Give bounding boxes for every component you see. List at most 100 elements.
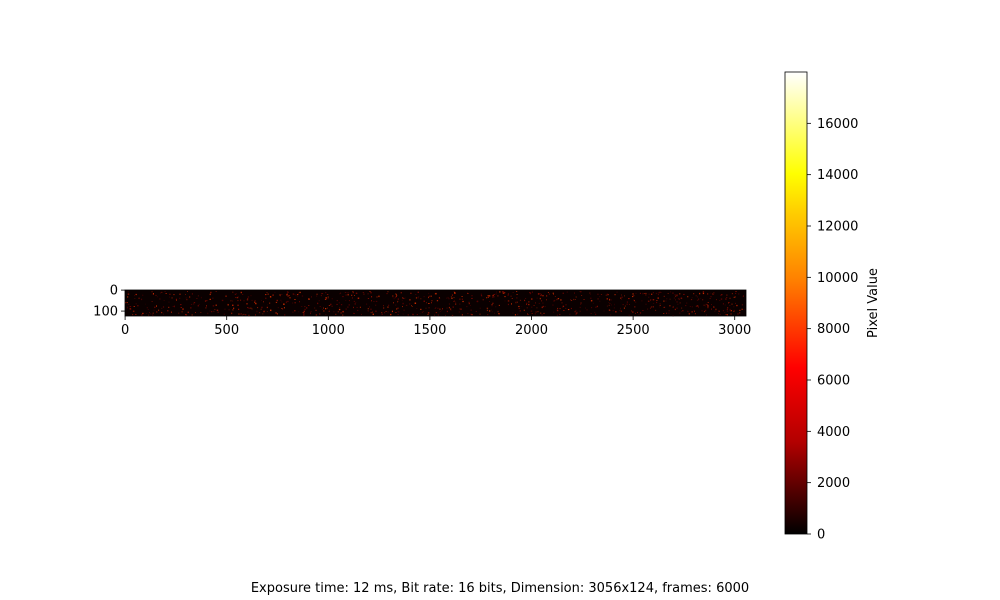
- heatmap-speckle: [371, 296, 373, 298]
- heatmap-speckle: [403, 309, 405, 311]
- heatmap-speckle: [133, 306, 135, 307]
- heatmap-speckle: [639, 312, 642, 314]
- heatmap-speckle: [338, 302, 340, 304]
- heatmap-speckle: [287, 295, 289, 297]
- heatmap-speckle: [416, 308, 418, 309]
- heatmap-speckle: [586, 309, 588, 311]
- heatmap-speckle: [325, 314, 327, 315]
- heatmap-speckle: [357, 309, 359, 311]
- heatmap-speckle: [491, 311, 493, 313]
- heatmap-speckle: [135, 303, 137, 305]
- heatmap-speckle: [526, 303, 527, 305]
- heatmap-speckle: [211, 311, 213, 313]
- heatmap-speckle: [691, 299, 693, 301]
- heatmap-speckle: [327, 307, 328, 309]
- heatmap-speckle: [530, 310, 533, 312]
- heatmap-speckle: [498, 304, 500, 306]
- heatmap-speckle: [612, 310, 614, 312]
- heatmap-speckle: [502, 291, 503, 293]
- heatmap-speckle: [526, 307, 528, 309]
- heatmap-speckle: [323, 310, 325, 312]
- heatmap-speckle: [687, 311, 690, 313]
- heatmap-speckle: [615, 311, 617, 312]
- heatmap-speckle: [648, 296, 650, 298]
- heatmap-speckle: [267, 304, 268, 306]
- heatmap-speckle: [701, 310, 703, 312]
- heatmap-speckle: [590, 294, 591, 295]
- heatmap-speckle: [597, 298, 599, 300]
- heatmap-speckle: [487, 295, 489, 297]
- heatmap-speckle: [531, 313, 533, 314]
- heatmap-speckle: [362, 292, 365, 293]
- heatmap-speckle: [163, 300, 165, 301]
- heatmap-speckle: [707, 304, 709, 306]
- heatmap-speckle: [270, 296, 272, 298]
- heatmap-speckle: [510, 295, 512, 297]
- heatmap-speckle: [453, 291, 455, 293]
- heatmap-speckle: [573, 298, 575, 301]
- heatmap-speckle: [579, 291, 581, 292]
- heatmap-speckle: [610, 314, 612, 316]
- heatmap-speckle: [554, 296, 556, 297]
- heatmap-speckle: [655, 309, 657, 311]
- heatmap-speckle: [658, 292, 660, 294]
- heatmap-speckle: [663, 313, 665, 314]
- heatmap-speckle: [686, 302, 688, 304]
- heatmap-speckle: [590, 297, 592, 299]
- heatmap-speckle: [396, 308, 398, 310]
- heatmap-speckle: [461, 298, 463, 300]
- heatmap-speckle: [441, 309, 443, 311]
- heatmap-speckle: [308, 305, 310, 306]
- heatmap-speckle: [489, 301, 490, 302]
- heatmap-speckle: [676, 307, 678, 309]
- heatmap-speckle: [595, 313, 597, 315]
- heatmap-speckle: [206, 300, 208, 302]
- heatmap-speckle: [397, 300, 399, 302]
- heatmap-speckle: [635, 312, 636, 314]
- heatmap-speckle: [546, 299, 547, 301]
- heatmap-speckle: [542, 302, 544, 304]
- heatmap-speckle: [354, 303, 356, 305]
- heatmap-speckle: [632, 295, 634, 298]
- heatmap-speckle: [713, 293, 715, 295]
- heatmap-speckle: [599, 300, 601, 302]
- heatmap-speckle: [276, 313, 278, 315]
- heatmap-speckle: [502, 292, 504, 294]
- heatmap-speckle: [190, 307, 192, 309]
- heatmap-speckle: [738, 293, 740, 295]
- heatmap-speckle: [428, 292, 430, 294]
- heatmap-speckle: [570, 307, 572, 310]
- heatmap-speckle: [491, 309, 492, 311]
- heatmap-speckle: [461, 314, 463, 316]
- heatmap-speckle: [724, 312, 726, 313]
- heatmap-speckle: [279, 294, 281, 296]
- heatmap-speckle: [397, 314, 399, 315]
- heatmap-speckle: [161, 312, 163, 314]
- heatmap-speckle: [486, 297, 488, 299]
- heatmap-speckle: [727, 307, 729, 309]
- heatmap-speckle: [151, 293, 153, 295]
- heatmap-speckle: [670, 291, 672, 293]
- heatmap-speckle: [516, 313, 519, 316]
- heatmap-speckle: [581, 295, 583, 296]
- heatmap-speckle: [547, 292, 549, 293]
- heatmap-speckle: [623, 307, 625, 309]
- heatmap-speckle: [209, 310, 211, 312]
- heatmap-speckle: [468, 301, 470, 303]
- heatmap-speckle: [651, 299, 653, 301]
- heatmap-speckle: [458, 311, 460, 313]
- heatmap-speckle: [129, 306, 132, 307]
- heatmap-speckle: [470, 305, 471, 306]
- heatmap-speckle: [552, 304, 554, 306]
- x-tick-label: 1500: [413, 323, 446, 338]
- heatmap-speckle: [417, 296, 420, 297]
- heatmap-speckle: [741, 304, 744, 306]
- heatmap-speckle: [151, 301, 153, 302]
- heatmap-speckle: [401, 300, 403, 302]
- heatmap-speckle: [231, 312, 233, 315]
- heatmap-speckle: [655, 292, 658, 295]
- heatmap-speckle: [402, 297, 404, 299]
- heatmap-speckle: [126, 302, 128, 303]
- heatmap-speckle: [548, 293, 550, 295]
- heatmap-speckle: [367, 293, 369, 295]
